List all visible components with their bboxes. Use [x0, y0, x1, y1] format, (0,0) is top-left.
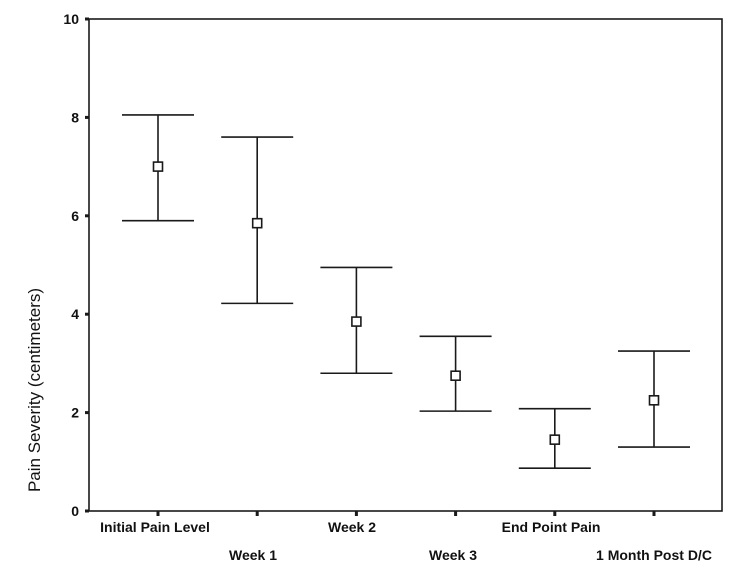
y-tick-label: 4	[71, 306, 79, 322]
error-bar-1	[122, 114, 194, 222]
x-tick-label: 1 Month Post D/C	[596, 547, 712, 563]
x-tick-label: Week 3	[429, 547, 477, 563]
y-tick-label: 0	[71, 503, 79, 519]
error-bar-5	[518, 407, 591, 469]
error-bar-4	[419, 335, 492, 412]
error-bar-6	[618, 350, 690, 448]
y-tick-label: 6	[71, 208, 79, 224]
mean-marker	[549, 434, 561, 445]
x-tick-label: Initial Pain Level	[100, 519, 210, 535]
error-bar-3	[320, 266, 393, 375]
mean-marker	[251, 217, 263, 229]
mean-marker	[648, 394, 660, 406]
mean-marker	[450, 370, 461, 382]
plot-frame	[88, 18, 723, 512]
mean-marker	[351, 316, 362, 327]
y-tick-label: 8	[71, 109, 79, 125]
x-tick-label: Week 2	[328, 519, 376, 535]
y-tick-label: 10	[63, 11, 79, 27]
error-bar-2	[221, 136, 294, 305]
y-axis-label: Pain Severity (centimeters)	[25, 288, 44, 492]
mean-marker	[152, 161, 164, 172]
x-tick-label: Week 1	[229, 547, 277, 563]
x-tick-label: End Point Pain	[502, 519, 601, 535]
y-tick-label: 2	[71, 405, 79, 421]
